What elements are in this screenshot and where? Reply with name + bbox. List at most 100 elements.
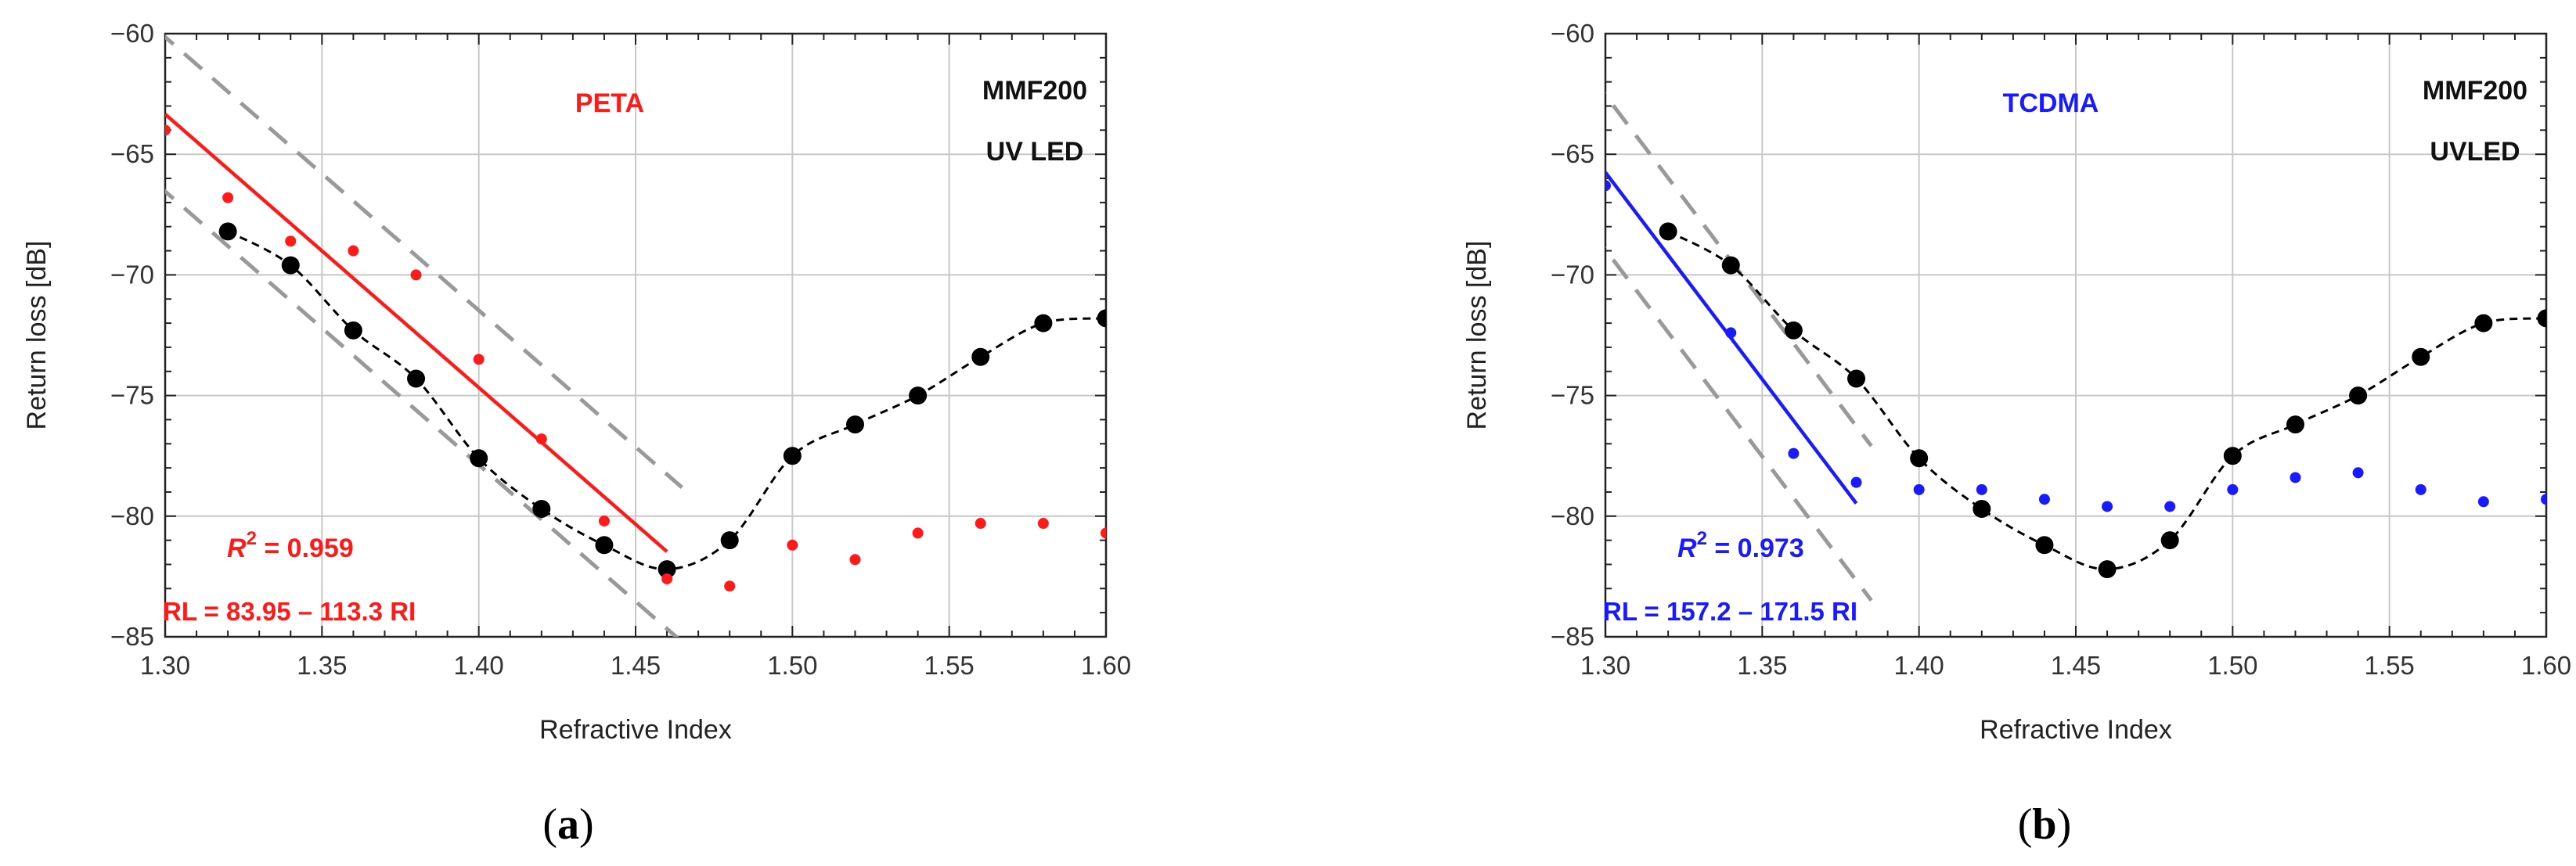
fit-line [165, 113, 668, 553]
y-tick-label: −60 [110, 19, 154, 48]
reference-point [1034, 314, 1053, 332]
x-tick-label: 1.55 [924, 651, 975, 680]
measured-point [2415, 483, 2426, 495]
reference-point [344, 321, 362, 340]
measured-point [787, 539, 798, 551]
reference-point [720, 531, 739, 550]
fit-equation: RL = 157.2 – 171.5 RI [1603, 597, 1857, 626]
x-tick-label: 1.30 [1580, 651, 1630, 680]
x-tick-label: 1.60 [1081, 651, 1131, 680]
x-tick-label: 1.35 [1737, 651, 1787, 680]
measured-point [1725, 327, 1737, 339]
measured-point [473, 354, 485, 365]
reference-curve [1667, 230, 2546, 571]
confidence-band-upper [165, 34, 683, 490]
reference-point [595, 536, 614, 555]
reference-point [2349, 386, 2368, 405]
panel-label-close: ) [2057, 800, 2072, 849]
y-axis-title: Return loss [dB] [1462, 241, 1492, 430]
r-squared-value: = 0.959 [257, 534, 354, 563]
panel-label-open: ( [2018, 800, 2033, 849]
x-tick-label: 1.45 [2051, 651, 2101, 680]
reference-point [470, 449, 488, 468]
reference-point [909, 386, 928, 405]
chart-panel-a: 1.30 1.35 1.40 1.45 1.50 1.55 1.60 −85 −80 −75 −70… [22, 19, 1131, 849]
measured-point [2541, 494, 2546, 505]
measured-point [724, 580, 736, 592]
y-tick-label: −80 [1551, 501, 1594, 530]
y-tick-label: −70 [1551, 260, 1594, 289]
reference-point [2286, 415, 2304, 434]
measured-point [165, 124, 171, 136]
fiber-label: MMF200 [2423, 76, 2527, 106]
reference-point [2537, 309, 2546, 328]
x-tick-label: 1.50 [2207, 651, 2257, 680]
r-squared-symbol: R [227, 534, 247, 563]
measured-point [535, 433, 547, 445]
x-tick-label: 1.35 [297, 651, 347, 680]
panel-label-letter: b [2032, 800, 2056, 849]
x-tick-label: 1.40 [454, 651, 504, 680]
r-squared-label: R2 = 0.973 [1677, 528, 1804, 563]
r-squared-exponent: 2 [1697, 528, 1707, 549]
reference-point [281, 256, 300, 275]
y-tick-label: −75 [1551, 381, 1594, 410]
reference-point [2098, 560, 2117, 579]
y-tick-label: −60 [1551, 19, 1594, 48]
measured-point [849, 554, 861, 566]
reference-point [1973, 500, 1991, 519]
reference-point [1659, 222, 1677, 241]
material-label: PETA [575, 88, 644, 118]
reference-point [1721, 256, 1740, 275]
measured-point [1913, 483, 1925, 495]
measured-point [1976, 483, 1987, 495]
y-tick-label: −65 [110, 139, 154, 168]
measured-point [912, 527, 924, 539]
reference-point [2160, 531, 2179, 550]
measured-point [1037, 518, 1049, 530]
material-label: TCDMA [2003, 88, 2099, 118]
y-tick-label: −85 [110, 622, 154, 651]
y-tick-label: −75 [110, 381, 154, 410]
panel-label-letter: a [557, 800, 579, 849]
r-squared-exponent: 2 [247, 528, 257, 549]
reference-point [845, 415, 864, 434]
reference-point [407, 369, 426, 388]
y-tick-label: −65 [1551, 139, 1594, 168]
measured-point [2352, 467, 2364, 479]
panel-label: (a) [542, 800, 593, 849]
fiber-label: MMF200 [982, 76, 1087, 106]
measured-point [1101, 527, 1106, 539]
reference-point [658, 560, 676, 579]
measured-point [285, 235, 297, 247]
measured-point [2038, 494, 2050, 505]
r-squared-value: = 0.973 [1707, 534, 1804, 563]
x-tick-label: 1.55 [2365, 651, 2415, 680]
reference-point [783, 447, 802, 465]
measured-point [2227, 483, 2239, 495]
panel-label: (b) [2018, 800, 2071, 849]
y-tick-label: −70 [110, 260, 154, 289]
reference-point [1847, 369, 1866, 388]
measured-point [2290, 472, 2301, 483]
reference-point [218, 222, 237, 241]
measured-point [975, 518, 986, 530]
reference-point [971, 347, 990, 366]
reference-point [532, 500, 551, 519]
measured-point [348, 245, 359, 257]
x-tick-label: 1.50 [767, 651, 817, 680]
measured-point [410, 269, 422, 281]
x-tick-label: 1.30 [140, 651, 190, 680]
reference-point [1097, 309, 1106, 328]
x-tick-label: 1.60 [2521, 651, 2571, 680]
y-tick-label: −85 [1551, 622, 1594, 651]
r-squared-label: R2 = 0.959 [227, 528, 354, 563]
measured-point [1788, 447, 1800, 459]
measured-point [1850, 476, 1862, 488]
reference-point [1910, 449, 1929, 468]
confidence-band-lower [1605, 246, 1873, 602]
fit-equation: RL = 83.95 – 113.3 RI [163, 597, 416, 626]
y-axis-title: Return loss [dB] [22, 241, 52, 430]
panel-label-open: ( [542, 800, 557, 849]
